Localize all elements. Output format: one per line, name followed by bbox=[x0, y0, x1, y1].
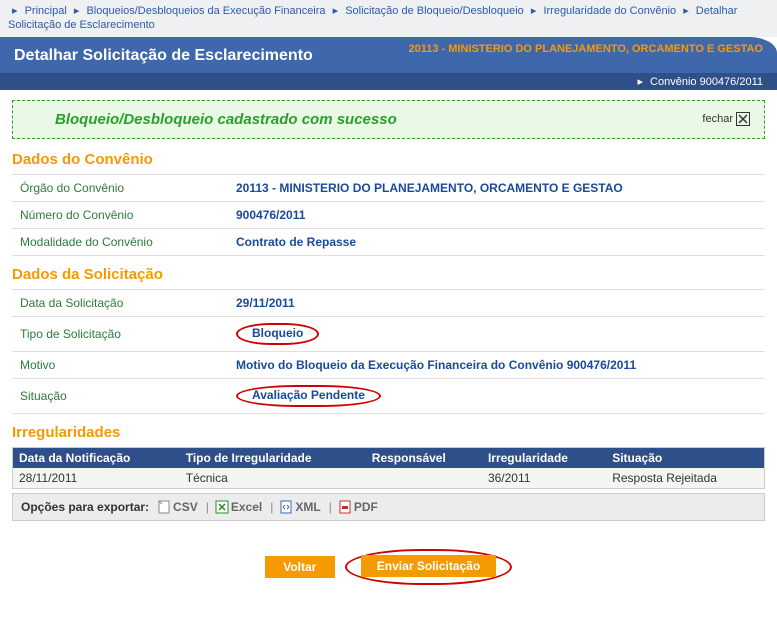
field-label: Tipo de Solicitação bbox=[12, 316, 232, 351]
table-row: Número do Convênio 900476/2011 bbox=[12, 201, 765, 228]
section-title-irregularidades: Irregularidades bbox=[12, 424, 765, 441]
back-button[interactable]: Voltar bbox=[265, 556, 335, 578]
export-item-label: Excel bbox=[231, 500, 262, 514]
separator: | bbox=[329, 500, 332, 514]
field-value: Bloqueio bbox=[232, 316, 765, 351]
close-label: fechar bbox=[702, 113, 733, 125]
cell: Resposta Rejeitada bbox=[606, 468, 764, 489]
cell: Técnica bbox=[180, 468, 366, 489]
success-alert: Bloqueio/Desbloqueio cadastrado com suce… bbox=[12, 100, 765, 139]
table-row: Data da Solicitação 29/11/2011 bbox=[12, 289, 765, 316]
export-item-label: PDF bbox=[354, 500, 378, 514]
send-request-button[interactable]: Enviar Solicitação bbox=[361, 555, 496, 577]
export-item-label: CSV bbox=[173, 500, 198, 514]
table-row: Modalidade do Convênio Contrato de Repas… bbox=[12, 228, 765, 255]
breadcrumb: ▸ Principal ▸ Bloqueios/Desbloqueios da … bbox=[0, 0, 777, 37]
export-xml[interactable]: XML bbox=[279, 500, 320, 514]
solicitacao-table: Data da Solicitação 29/11/2011 Tipo de S… bbox=[12, 289, 765, 414]
section-title-convenio: Dados do Convênio bbox=[12, 151, 765, 168]
col-header: Tipo de Irregularidade bbox=[180, 447, 366, 468]
field-value: 20113 - MINISTERIO DO PLANEJAMENTO, ORCA… bbox=[232, 174, 765, 201]
table-row: Tipo de Solicitação Bloqueio bbox=[12, 316, 765, 351]
field-label: Motivo bbox=[12, 351, 232, 378]
field-label: Data da Solicitação bbox=[12, 289, 232, 316]
export-pdf[interactable]: PDF bbox=[338, 500, 378, 514]
separator: | bbox=[270, 500, 273, 514]
page-header: 20113 - MINISTERIO DO PLANEJAMENTO, ORCA… bbox=[0, 37, 777, 73]
separator: | bbox=[206, 500, 209, 514]
convenio-table: Órgão do Convênio 20113 - MINISTERIO DO … bbox=[12, 174, 765, 256]
excel-icon bbox=[215, 500, 229, 514]
chevron-right-icon: ▸ bbox=[74, 5, 80, 17]
table-header-row: Data da Notificação Tipo de Irregularida… bbox=[13, 447, 765, 468]
highlighted-action: Enviar Solicitação bbox=[345, 549, 512, 585]
chevron-right-icon: ▸ bbox=[531, 5, 537, 17]
field-value: Contrato de Repasse bbox=[232, 228, 765, 255]
col-header: Situação bbox=[606, 447, 764, 468]
field-value: Avaliação Pendente bbox=[232, 378, 765, 413]
col-header: Responsável bbox=[366, 447, 482, 468]
chevron-right-icon: ▸ bbox=[12, 5, 18, 17]
close-icon bbox=[736, 112, 750, 126]
cell bbox=[366, 468, 482, 489]
highlighted-value: Avaliação Pendente bbox=[236, 385, 381, 407]
action-row: Voltar Enviar Solicitação bbox=[12, 549, 765, 585]
breadcrumb-item[interactable]: Irregularidade do Convênio bbox=[543, 5, 676, 17]
irregularidades-grid: Data da Notificação Tipo de Irregularida… bbox=[12, 447, 765, 489]
cell: 28/11/2011 bbox=[13, 468, 180, 489]
field-label: Modalidade do Convênio bbox=[12, 228, 232, 255]
breadcrumb-item[interactable]: Principal bbox=[25, 5, 67, 17]
field-label: Situação bbox=[12, 378, 232, 413]
chevron-right-icon: ▸ bbox=[683, 5, 689, 17]
breadcrumb-item[interactable]: Bloqueios/Desbloqueios da Execução Finan… bbox=[86, 5, 325, 17]
subheader: ▸ Convênio 900476/2011 bbox=[0, 73, 777, 90]
export-item-label: XML bbox=[295, 500, 320, 514]
table-row[interactable]: 28/11/2011 Técnica 36/2011 Resposta Reje… bbox=[13, 468, 765, 489]
header-org: 20113 - MINISTERIO DO PLANEJAMENTO, ORCA… bbox=[408, 43, 763, 55]
xml-icon bbox=[279, 500, 293, 514]
field-label: Órgão do Convênio bbox=[12, 174, 232, 201]
field-value: 29/11/2011 bbox=[232, 289, 765, 316]
table-row: Situação Avaliação Pendente bbox=[12, 378, 765, 413]
alert-text: Bloqueio/Desbloqueio cadastrado com suce… bbox=[27, 111, 397, 128]
cell: 36/2011 bbox=[482, 468, 606, 489]
convenio-ref[interactable]: Convênio 900476/2011 bbox=[650, 76, 763, 88]
close-button[interactable]: fechar bbox=[702, 112, 750, 126]
file-icon bbox=[157, 500, 171, 514]
section-title-solicitacao: Dados da Solicitação bbox=[12, 266, 765, 283]
col-header: Data da Notificação bbox=[13, 447, 180, 468]
export-label: Opções para exportar: bbox=[21, 500, 149, 514]
export-bar: Opções para exportar: CSV | Excel | XML … bbox=[12, 493, 765, 521]
field-value: Motivo do Bloqueio da Execução Financeir… bbox=[232, 351, 765, 378]
breadcrumb-item[interactable]: Solicitação de Bloqueio/Desbloqueio bbox=[345, 5, 524, 17]
pdf-icon bbox=[338, 500, 352, 514]
table-row: Órgão do Convênio 20113 - MINISTERIO DO … bbox=[12, 174, 765, 201]
export-csv[interactable]: CSV bbox=[157, 500, 198, 514]
chevron-right-icon: ▸ bbox=[637, 76, 643, 88]
chevron-right-icon: ▸ bbox=[333, 5, 339, 17]
field-value: 900476/2011 bbox=[232, 201, 765, 228]
col-header: Irregularidade bbox=[482, 447, 606, 468]
table-row: Motivo Motivo do Bloqueio da Execução Fi… bbox=[12, 351, 765, 378]
highlighted-value: Bloqueio bbox=[236, 323, 319, 345]
field-label: Número do Convênio bbox=[12, 201, 232, 228]
export-excel[interactable]: Excel bbox=[215, 500, 262, 514]
